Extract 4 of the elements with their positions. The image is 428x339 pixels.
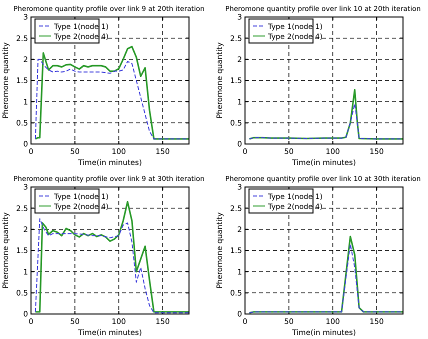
line-series (248, 89, 404, 140)
line-series (34, 218, 190, 314)
line-series (34, 201, 190, 313)
line-series (248, 103, 404, 140)
